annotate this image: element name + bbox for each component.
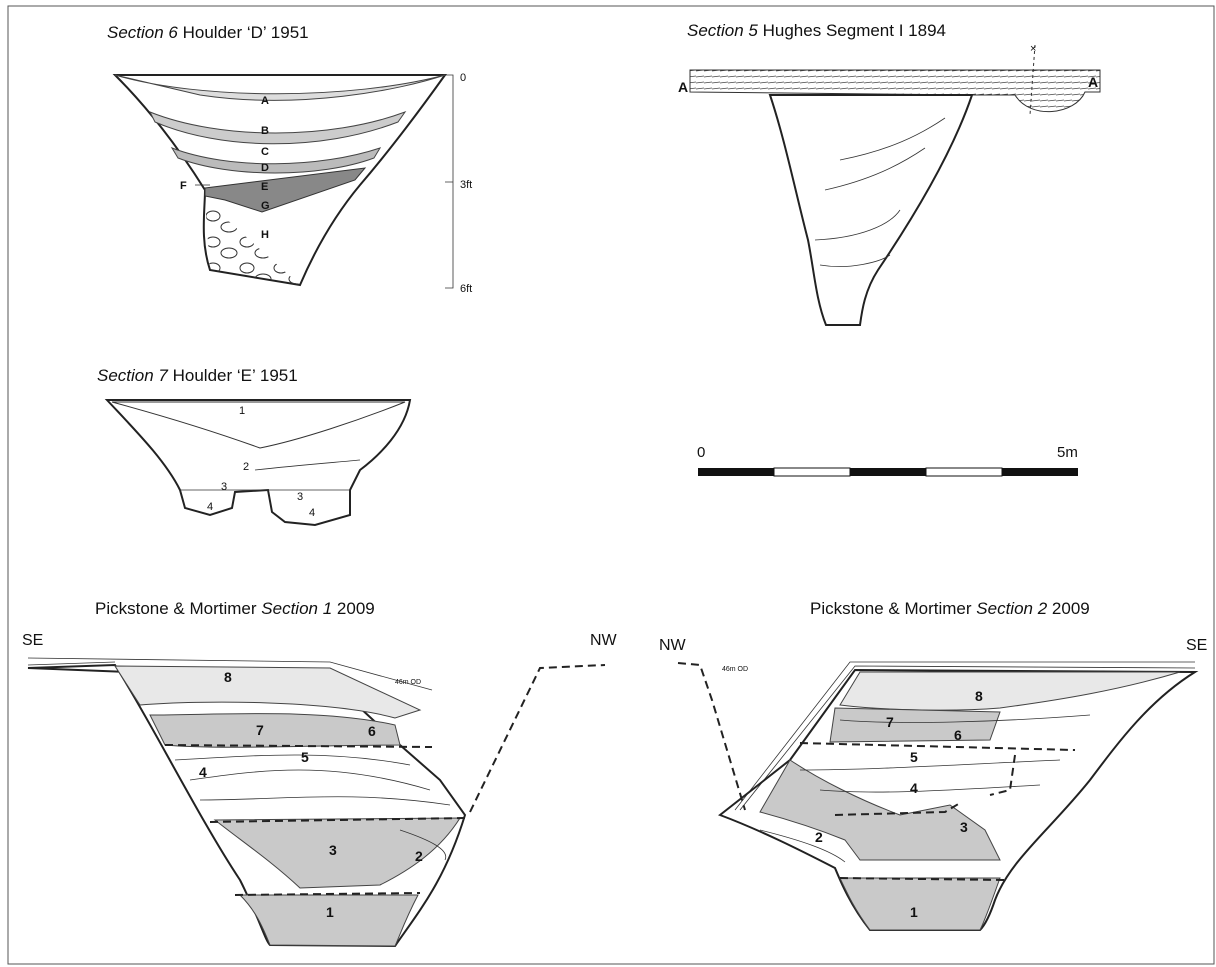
layer-band [839, 671, 1181, 711]
title-italic: Section 2 [976, 599, 1047, 618]
layer-label: 1 [326, 904, 334, 920]
layer-label: 4 [309, 507, 315, 519]
pit-outline [717, 668, 1199, 931]
title-text: Hughes Segment I 1894 [763, 21, 946, 40]
title-text: Houlder ‘E’ 1951 [173, 366, 298, 385]
section-title: Section 6 Houlder ‘D’ 1951 [107, 23, 309, 42]
layer-label: 4 [207, 501, 213, 513]
title-text: 2009 [1052, 599, 1090, 618]
layer-band [170, 147, 382, 174]
layer-band [114, 665, 422, 719]
pit-outline [27, 663, 467, 948]
marker-label: A [678, 79, 688, 95]
layer-label: 3 [960, 819, 968, 835]
scale-bar: 0 5m [697, 444, 1078, 477]
layer-label: 3 [297, 491, 303, 503]
marker-x: × [1030, 43, 1036, 55]
section-title: Pickstone & Mortimer Section 2 2009 [810, 599, 1090, 618]
layer-band [204, 167, 367, 213]
orientation: NW [590, 632, 618, 649]
section-5: Section 5 Hughes Segment I 1894 × A A [678, 21, 1101, 326]
layer-band [839, 877, 1001, 931]
depth-scale [445, 74, 454, 289]
layer-label: 6 [954, 727, 962, 743]
layer-label: 7 [256, 722, 264, 738]
fill-lines [814, 117, 946, 267]
layer-label: G [261, 200, 270, 212]
section-title: Pickstone & Mortimer Section 1 2009 [95, 599, 375, 618]
layer-label: F [180, 180, 187, 192]
layer-label: 5 [910, 749, 918, 765]
layer-band [829, 707, 1001, 743]
layer-label: B [261, 125, 269, 137]
title-italic: Section 6 [107, 23, 178, 42]
layer-label: 8 [224, 669, 232, 685]
layer-label: 2 [243, 461, 249, 473]
stones [205, 200, 300, 285]
layer-band [148, 110, 407, 145]
pit-outline [768, 94, 974, 326]
section-title: Section 7 Houlder ‘E’ 1951 [97, 366, 298, 385]
title-text: Houlder ‘D’ 1951 [183, 23, 309, 42]
title-italic: Section 5 [687, 21, 758, 40]
layer-label: H [261, 229, 269, 241]
orientation: NW [659, 637, 687, 654]
layer-label: 1 [910, 904, 918, 920]
datum: 46m OD [722, 666, 748, 673]
layer-label: D [261, 162, 269, 174]
layer-band [111, 401, 406, 449]
layer-band [213, 817, 461, 889]
orientation: SE [22, 632, 43, 649]
layer-label: E [261, 181, 268, 193]
layer-label: A [261, 95, 269, 107]
layer-band [238, 894, 419, 947]
depth-label: 3ft [460, 179, 472, 191]
layer-line [174, 754, 451, 861]
title-text: Pickstone & Mortimer [95, 599, 257, 618]
layer-band [114, 74, 446, 101]
layer-label: 4 [199, 764, 207, 780]
title-italic: Section 1 [261, 599, 332, 618]
excavation-limit [164, 664, 606, 896]
layer-label: 4 [910, 780, 918, 796]
ground [734, 661, 1196, 811]
layer-label: 6 [368, 723, 376, 739]
section-1: Pickstone & Mortimer Section 1 2009 SE N… [22, 599, 618, 948]
layer-label: 7 [886, 714, 894, 730]
layer-label: 2 [415, 848, 423, 864]
excavation-limit [677, 662, 1076, 881]
frame [7, 5, 1215, 965]
layer-line [180, 459, 361, 491]
turf [689, 69, 1101, 112]
marker-label: A [1088, 74, 1098, 90]
layer-label: 1 [239, 405, 245, 417]
depth-label: 0 [460, 72, 466, 84]
pit-outline [104, 399, 412, 527]
orientation: SE [1186, 637, 1207, 654]
title-text: Pickstone & Mortimer [810, 599, 972, 618]
layer-band [149, 713, 401, 748]
layer-label: 8 [975, 688, 983, 704]
layer-label: 2 [815, 829, 823, 845]
datum: 46m OD [395, 679, 421, 686]
scale-label: 5m [1057, 444, 1078, 461]
depth-label: 6ft [460, 283, 472, 295]
ground [27, 657, 433, 691]
section-6: Section 6 Houlder ‘D’ 1951 A B C D E F G… [107, 23, 472, 295]
layer-label: C [261, 146, 269, 158]
section-title: Section 5 Hughes Segment I 1894 [687, 21, 946, 40]
title-text: 2009 [337, 599, 375, 618]
section-7: Section 7 Houlder ‘E’ 1951 1 2 3 3 4 4 [97, 366, 412, 527]
layer-band [759, 759, 1001, 861]
section-2: Pickstone & Mortimer Section 2 2009 NW S… [659, 599, 1207, 931]
layer-line [759, 714, 1091, 863]
scale-label: 0 [697, 444, 705, 461]
layer-label: 3 [329, 842, 337, 858]
layer-label: 3 [221, 481, 227, 493]
title-italic: Section 7 [97, 366, 168, 385]
layer-label: 5 [301, 749, 309, 765]
